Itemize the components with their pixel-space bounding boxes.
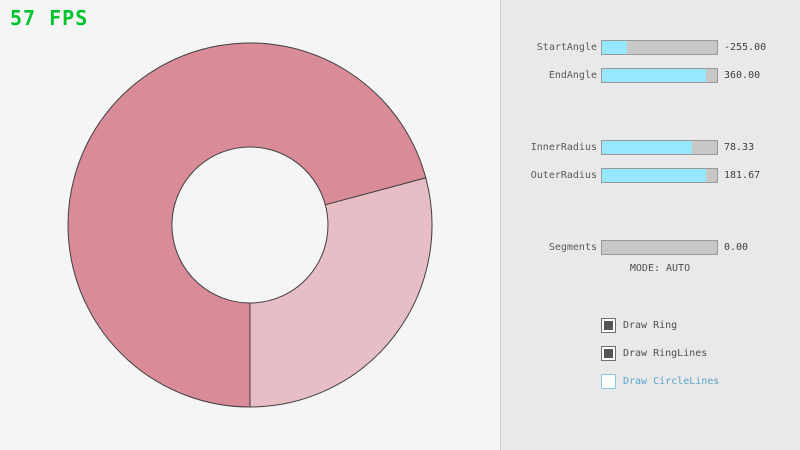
mode-indicator: MODE: AUTO — [629, 263, 691, 274]
endangle-label: EndAngle — [548, 70, 597, 81]
slider-row-endangle: EndAngle 360.00 — [501, 68, 800, 83]
checkbox-icon[interactable] — [601, 374, 616, 389]
outerradius-value: 181.67 — [724, 170, 761, 181]
slider-row-innerradius: InnerRadius 78.33 — [501, 140, 800, 155]
innerradius-label: InnerRadius — [530, 142, 597, 153]
segments-label: Segments — [548, 242, 597, 253]
ring-sector-light — [249, 177, 433, 408]
startangle-slider-fill — [602, 41, 627, 54]
outerradius-label: OuterRadius — [530, 170, 597, 181]
fps-counter: 57 FPS — [10, 6, 89, 30]
outerradius-slider[interactable] — [601, 168, 718, 183]
endangle-slider-fill — [602, 69, 706, 82]
startangle-slider[interactable] — [601, 40, 718, 55]
checkbox-label: Draw RingLines — [623, 348, 708, 359]
innerradius-slider-fill — [602, 141, 693, 154]
controls-panel: StartAngle -255.00 EndAngle 360.00 Inner… — [500, 0, 800, 450]
innerradius-slider[interactable] — [601, 140, 718, 155]
startangle-value: -255.00 — [724, 42, 767, 53]
startangle-label: StartAngle — [536, 42, 597, 53]
slider-row-segments: Segments 0.00 — [501, 240, 800, 255]
checkbox-label: Draw Ring — [623, 320, 678, 331]
slider-row-startangle: StartAngle -255.00 — [501, 40, 800, 55]
ring-sector-dark — [67, 42, 427, 408]
segments-value: 0.00 — [724, 242, 749, 253]
endangle-slider[interactable] — [601, 68, 718, 83]
endangle-value: 360.00 — [724, 70, 761, 81]
checkbox-icon[interactable] — [601, 346, 616, 361]
segments-slider[interactable] — [601, 240, 718, 255]
checkbox-icon[interactable] — [601, 318, 616, 333]
innerradius-value: 78.33 — [724, 142, 755, 153]
checkbox-label: Draw CircleLines — [623, 376, 720, 387]
checkbox-draw-ringlines[interactable]: Draw RingLines — [601, 346, 791, 361]
checkbox-draw-circlelines[interactable]: Draw CircleLines — [601, 374, 791, 389]
ring-canvas — [67, 42, 433, 408]
slider-row-outerradius: OuterRadius 181.67 — [501, 168, 800, 183]
outerradius-slider-fill — [602, 169, 707, 182]
checkbox-draw-ring[interactable]: Draw Ring — [601, 318, 791, 333]
